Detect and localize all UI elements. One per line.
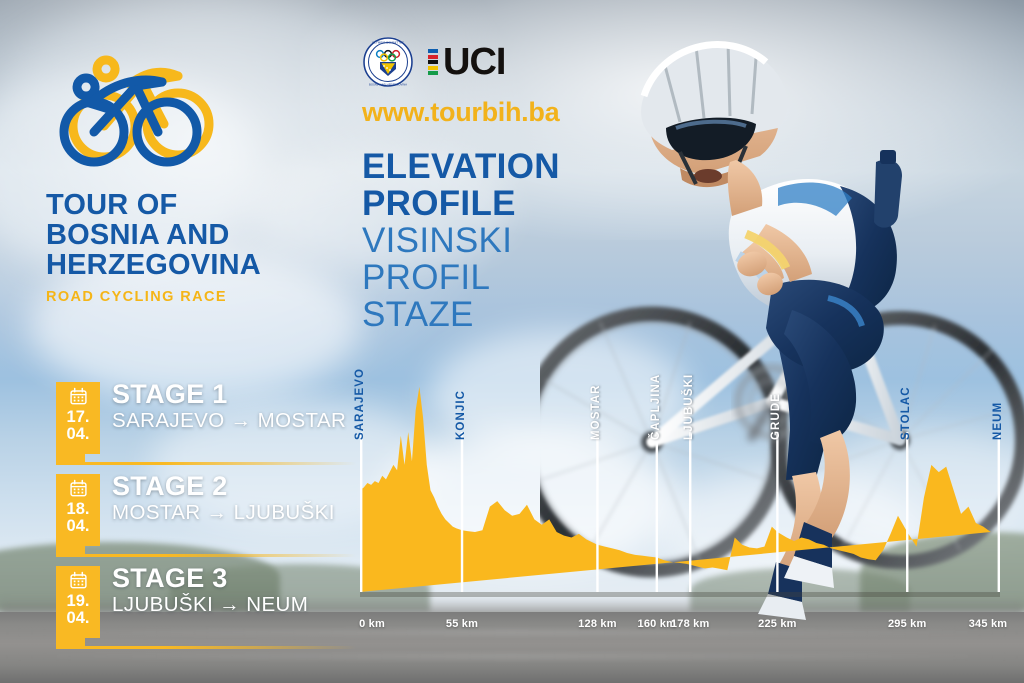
header-block: OLYMPIC COMMITTEE BOSNIA AND HERZEGOVINA… [362, 36, 692, 333]
chart-baseline-shadow [360, 592, 1000, 597]
stage-date-badge: 17. 04. [56, 382, 100, 454]
logo-title-line: BOSNIA AND [46, 219, 230, 252]
stage-name: STAGE 3 [112, 563, 228, 593]
distance-tick-label: 128 km [578, 618, 617, 630]
stage-date: 17. 04. [67, 409, 90, 443]
stage-date-day: 17. [66, 408, 90, 426]
distance-tick-label: 160 km [637, 618, 677, 630]
calendar-icon [69, 387, 87, 405]
stage-route: LJUBUŠKI → NEUM [112, 592, 309, 616]
stage-item[interactable]: 17. 04. STAGE 1 SARAJEVO → MOSTAR [46, 380, 366, 466]
stage-underline [56, 554, 356, 557]
stage-text: STAGE 2 MOSTAR → LJUBUŠKI [112, 472, 335, 524]
headline-english: ELEVATION PROFILE [362, 148, 692, 222]
partner-logos: OLYMPIC COMMITTEE BOSNIA AND HERZEGOVINA… [362, 36, 692, 88]
city-label-neum: NEUM [991, 401, 1004, 440]
stage-text: STAGE 3 LJUBUŠKI → NEUM [112, 564, 308, 616]
headline-line: VISINSKI [362, 221, 513, 261]
badge-step-accent [56, 546, 85, 557]
city-label-apljina: ČAPLJINA [649, 373, 662, 440]
stage-route: MOSTAR → LJUBUŠKI [112, 500, 335, 524]
city-label-mostar: MOSTAR [590, 384, 603, 440]
city-label-stolac: STOLAC [900, 386, 913, 440]
calendar-icon [69, 571, 87, 589]
stage-route: SARAJEVO → MOSTAR [112, 408, 347, 432]
stage-date-day: 19. [66, 592, 90, 610]
city-label-grude: GRUDE [770, 392, 783, 440]
headline-bosnian: VISINSKI PROFIL STAZE [362, 222, 692, 333]
city-label-sarajevo: SARAJEVO [354, 367, 367, 440]
badge-step-accent [56, 454, 85, 465]
stage-list: 17. 04. STAGE 1 SARAJEVO → MOSTAR [46, 380, 366, 658]
olympic-committee-logo-icon: OLYMPIC COMMITTEE BOSNIA AND HERZEGOVINA [362, 36, 414, 88]
city-label-ljubuki: LJUBUŠKI [683, 373, 696, 440]
uci-wordmark: UCI [443, 41, 506, 83]
stage-date: 19. 04. [67, 593, 90, 627]
headline-line: STAZE [362, 295, 474, 335]
headline-line: PROFILE [362, 184, 516, 224]
stage-item[interactable]: 18. 04. STAGE 2 MOSTAR → LJUBUŠKI [46, 472, 366, 558]
stage-date-month: 04. [66, 424, 90, 443]
uci-rainbow-stripes-icon [428, 49, 438, 75]
stage-date-month: 04. [66, 608, 90, 627]
logo-title: TOUR OF BOSNIA AND HERZEGOVINA [46, 189, 326, 282]
stage-date-badge: 18. 04. [56, 474, 100, 546]
stage-date: 18. 04. [67, 501, 90, 535]
svg-text:OLYMPIC COMMITTEE: OLYMPIC COMMITTEE [372, 41, 404, 45]
svg-text:BOSNIA AND HERZEGOVINA: BOSNIA AND HERZEGOVINA [369, 83, 407, 87]
logo-title-line: HERZEGOVINA [46, 249, 261, 282]
distance-tick-label: 0 km [359, 618, 385, 630]
badge-step-accent [56, 638, 85, 649]
elevation-area-fill [360, 386, 991, 592]
elevation-chart: SARAJEVO KONJIC MOSTAR ČAPLJINA LJUBUŠKI GRUD… [354, 360, 1007, 635]
distance-tick-label: 225 km [758, 618, 797, 630]
event-logo-block: TOUR OF BOSNIA AND HERZEGOVINA ROAD CYCL… [46, 42, 326, 305]
logo-subtitle: ROAD CYCLING RACE [46, 289, 227, 306]
stage-name: STAGE 1 [112, 379, 228, 409]
distance-tick-label: 345 km [968, 618, 1008, 630]
stage-date-badge: 19. 04. [56, 566, 100, 638]
stage-name: STAGE 2 [112, 471, 228, 501]
distance-tick-label: 295 km [887, 618, 927, 630]
stage-underline [56, 462, 356, 465]
bicycle-logo-icon [46, 42, 246, 170]
headline-line: ELEVATION [362, 147, 560, 186]
stage-text: STAGE 1 SARAJEVO → MOSTAR [112, 380, 346, 432]
logo-title-line: TOUR OF [46, 189, 178, 221]
calendar-icon [69, 479, 87, 497]
uci-logo: UCI [428, 41, 506, 83]
city-label-konjic: KONJIC [455, 389, 468, 440]
stage-date-day: 18. [66, 500, 90, 518]
stage-underline [56, 646, 356, 649]
stage-date-month: 04. [66, 516, 90, 535]
elevation-profile-graph [360, 386, 1000, 597]
distance-tick-label: 178 km [670, 618, 710, 630]
website-url[interactable]: www.tourbih.ba [362, 97, 560, 127]
stage-item[interactable]: 19. 04. STAGE 3 LJUBUŠKI → NEUM [46, 564, 366, 650]
headline-line: PROFIL [362, 258, 491, 298]
distance-tick-label: 55 km [445, 618, 479, 630]
